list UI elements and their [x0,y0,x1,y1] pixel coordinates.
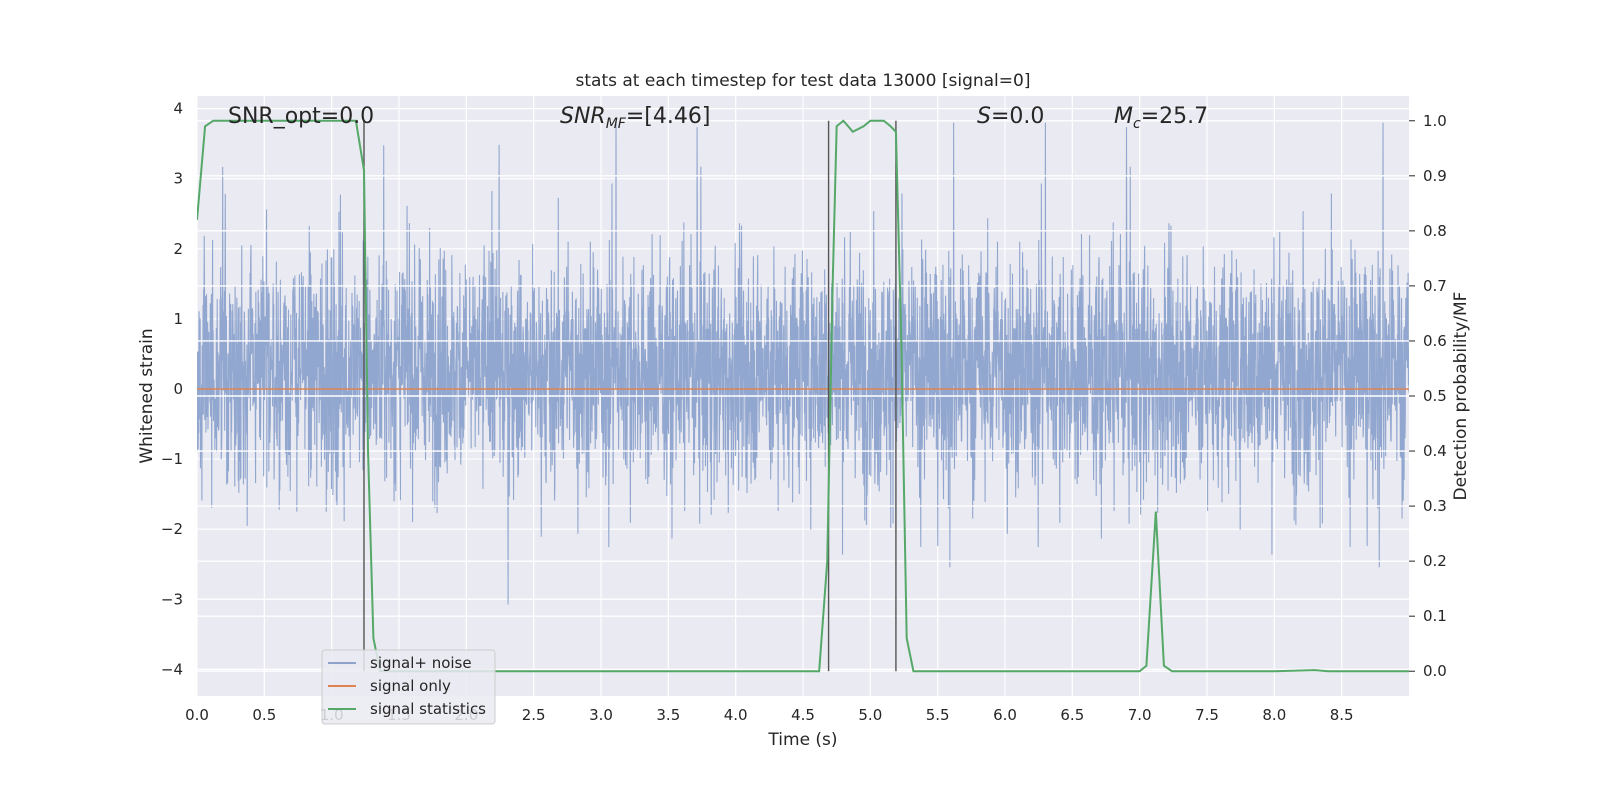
annotation-mc-sub: c [1133,116,1141,132]
y-right-tick-label: 0.8 [1423,222,1447,240]
y-left-tick-label: 0 [173,380,183,398]
annotation-s: S=0.0 [977,104,1044,129]
y-right-tick-label: 0.7 [1423,277,1447,295]
y-left-axis-ticks: 4 3 2 1 0 −1 −2 −3 −4 [161,100,183,679]
x-tick-label: 6.0 [993,706,1017,724]
annotation-mc: Mc=25.7 [1114,104,1208,132]
y-left-tick-label: 4 [173,100,183,118]
legend-box [321,649,496,725]
legend-label-signal-statistics: signal statistics [370,700,486,718]
x-tick-label: 2.5 [522,706,546,724]
y-left-tick-label: −3 [161,590,183,608]
y-right-tick-label: 0.0 [1423,662,1447,680]
y-left-tick-label: 2 [173,240,183,258]
legend: signal+ noise signal only signal statist… [321,649,496,725]
legend-label-signal-noise: signal+ noise [370,654,472,672]
annotation-snr-mf-sub: MF [606,116,627,132]
annotation-snr-mf-base: SNR [560,104,606,129]
annotation-s-value: =0.0 [991,104,1044,129]
annotation-mc-value: =25.7 [1141,104,1208,129]
x-tick-label: 8.5 [1330,706,1354,724]
y-right-tick-label: 0.1 [1423,607,1447,625]
annotation-snr-mf: SNRMF=[4.46] [560,104,710,132]
series-signal-noise [197,122,1409,605]
signal-noise-line [197,122,1409,605]
y-right-tick-label: 0.3 [1423,497,1447,515]
x-tick-label: 0.0 [185,706,209,724]
x-tick-label: 7.0 [1128,706,1152,724]
x-tick-label: 6.5 [1060,706,1084,724]
annotation-snr-opt: SNR_opt=0.0 [228,104,374,129]
y-left-tick-label: −1 [161,450,183,468]
annotation-mc-base: M [1114,104,1133,129]
y-right-tick-label: 0.9 [1423,167,1447,185]
y-right-axis-label: Detection probability/MF [1451,292,1471,501]
x-tick-label: 3.0 [589,706,613,724]
x-tick-label: 4.0 [724,706,748,724]
annotation-snr-mf-value: =[4.46] [626,104,711,129]
y-right-tick-label: 0.5 [1423,387,1447,405]
annotation-s-base: S [977,104,991,129]
y-right-axis-ticks: 1.0 0.9 0.8 0.7 0.6 0.5 0.4 0.3 0.2 0.1 0.0 [1409,112,1447,680]
y-right-tick-label: 0.6 [1423,332,1447,350]
y-left-tick-label: 3 [173,170,183,188]
x-tick-label: 0.5 [252,706,276,724]
y-left-tick-label: −4 [161,660,183,678]
legend-label-signal-only: signal only [370,677,451,695]
y-right-tick-label: 0.4 [1423,442,1447,460]
x-tick-label: 5.5 [926,706,950,724]
y-left-axis-label: Whitened strain [137,328,157,463]
x-tick-label: 3.5 [656,706,680,724]
chart-title: stats at each timestep for test data 130… [576,71,1031,91]
x-tick-label: 4.5 [791,706,815,724]
y-right-tick-label: 1.0 [1423,112,1447,130]
x-tick-label: 8.0 [1262,706,1286,724]
signal-statistics-line [197,119,1409,673]
x-axis-label: Time (s) [767,730,837,750]
y-left-tick-label: 1 [173,310,183,328]
x-tick-label: 5.0 [858,706,882,724]
series-signal-statistics [197,119,1409,673]
x-tick-label: 7.5 [1195,706,1219,724]
y-left-tick-label: −2 [161,520,183,538]
y-right-tick-label: 0.2 [1423,552,1447,570]
